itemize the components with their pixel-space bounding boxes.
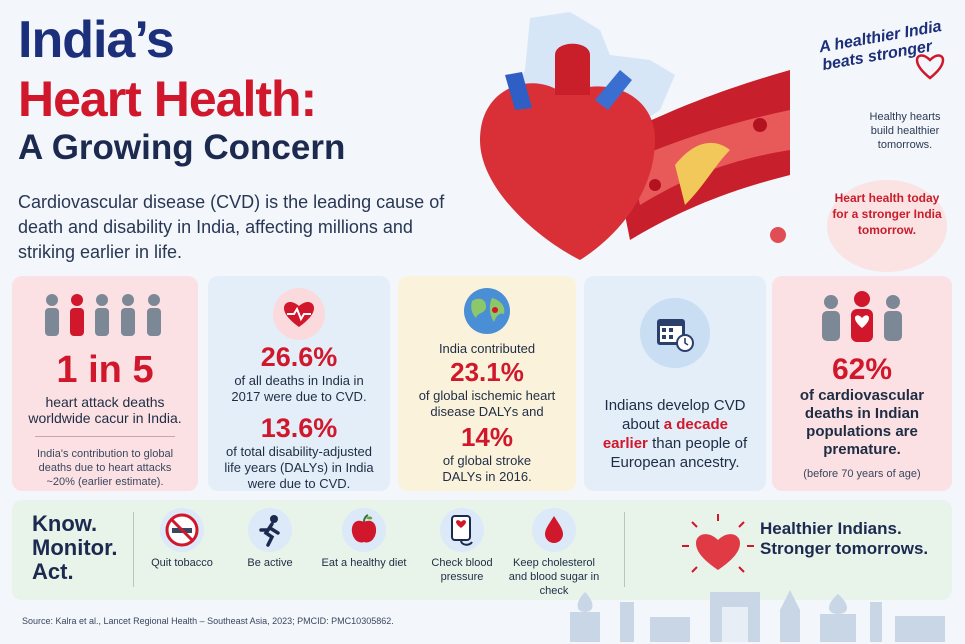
slogan: Healthier Indians. Stronger tomorrows. (760, 519, 928, 559)
blood-drop-icon (532, 508, 576, 552)
stat-value-2: 14% (460, 422, 514, 452)
blood-cell (649, 179, 661, 191)
stat-value: 62% (831, 353, 893, 386)
stat-text: heart attack deaths worldwide cacur in I… (28, 394, 182, 426)
action-label: Keep cholesterol and blood sugar in chec… (508, 557, 600, 597)
side-circle (827, 180, 947, 272)
heading-line-1: Know. (32, 511, 98, 536)
slogan-line-1: Healthier Indians. (760, 519, 902, 538)
side-circle-text: Heart health today for a stronger India … (832, 191, 942, 237)
intro-text: Cardiovascular disease (CVD) is the lead… (18, 192, 445, 262)
stat-card-decade-earlier: Indians develop CVD about a decade earli… (584, 276, 766, 491)
plaque-shape (675, 142, 730, 205)
apple-icon (342, 508, 386, 552)
no-smoking-icon (160, 508, 204, 552)
globe-icon (464, 288, 510, 334)
blood-cell (753, 118, 767, 132)
divider (133, 512, 134, 587)
action-label: Quit tobacco (151, 557, 213, 569)
pulmonary-shape (595, 70, 632, 110)
heart-shape (480, 83, 655, 260)
stat-text: of cardiovascular deaths in Indian popul… (799, 387, 925, 458)
action-heading: Know. Monitor. Act. (32, 512, 118, 584)
stat-value-1: 23.1% (450, 357, 524, 387)
blood-pressure-icon (440, 508, 484, 552)
stat-text-1: of all deaths in India in 2017 were due … (231, 373, 367, 404)
stat-value-2: 13.6% (260, 413, 338, 443)
heart-pulse-icon (273, 288, 325, 340)
stat-text-1: of global ischemic heart disease DALYs a… (418, 388, 556, 419)
stat-card-deaths: 26.6% of all deaths in India in 2017 wer… (208, 276, 390, 491)
stat-card-premature: 62% of cardiovascular deaths in Indian p… (772, 276, 952, 491)
stat-note: (before 70 years of age) (803, 468, 921, 480)
stat-text-2: of global stroke DALYs in 2016. (442, 453, 532, 484)
stat-note: India's contribution to global deaths du… (36, 448, 174, 488)
source-citation: Source: Kalra et al., Lancet Regional He… (22, 616, 394, 626)
heart-outline-icon (915, 54, 945, 80)
stat-text-2: of total disability-adjusted life years … (224, 444, 374, 491)
title-line-2: Heart Health: (18, 71, 317, 127)
stat-card-1-in-5: 1 in 5 heart attack deaths worldwide cac… (12, 276, 198, 491)
title-line-3: A Growing Concern (18, 128, 346, 167)
calendar-clock-icon (640, 298, 710, 368)
heading-line-3: Act. (32, 559, 74, 584)
side-note: Healthy hearts build healthier tomorrows… (869, 111, 941, 151)
action-label: Check blood pressure (431, 557, 493, 583)
skyline-illustration (570, 590, 945, 642)
aorta-shape (555, 43, 590, 95)
vena-shape (505, 72, 532, 110)
stat-text-a: Indians develop CVD about (604, 397, 746, 433)
action-label: Eat a healthy diet (321, 557, 407, 569)
family-icon (822, 291, 902, 342)
slogan-line-2: Stronger tomorrows. (760, 539, 929, 558)
blood-cell (770, 227, 786, 243)
stat-intro: India contributed (438, 341, 536, 356)
title-line-1: India’s (18, 11, 175, 69)
divider (624, 512, 625, 587)
stat-value: 1 in 5 (56, 349, 154, 391)
heart-artery-illustration (480, 12, 790, 260)
stat-card-dalys: India contributed 23.1% of global ischem… (398, 276, 576, 491)
action-label: Be active (247, 557, 293, 569)
people-icon (45, 294, 161, 336)
stat-value-1: 26.6% (260, 342, 338, 372)
heart-burst-icon (682, 514, 754, 573)
heading-line-2: Monitor. (32, 535, 118, 560)
stat-text-b: than people of European ancestry. (610, 435, 748, 471)
running-icon (248, 508, 292, 552)
stat-highlight: a decade earlier (602, 416, 728, 452)
